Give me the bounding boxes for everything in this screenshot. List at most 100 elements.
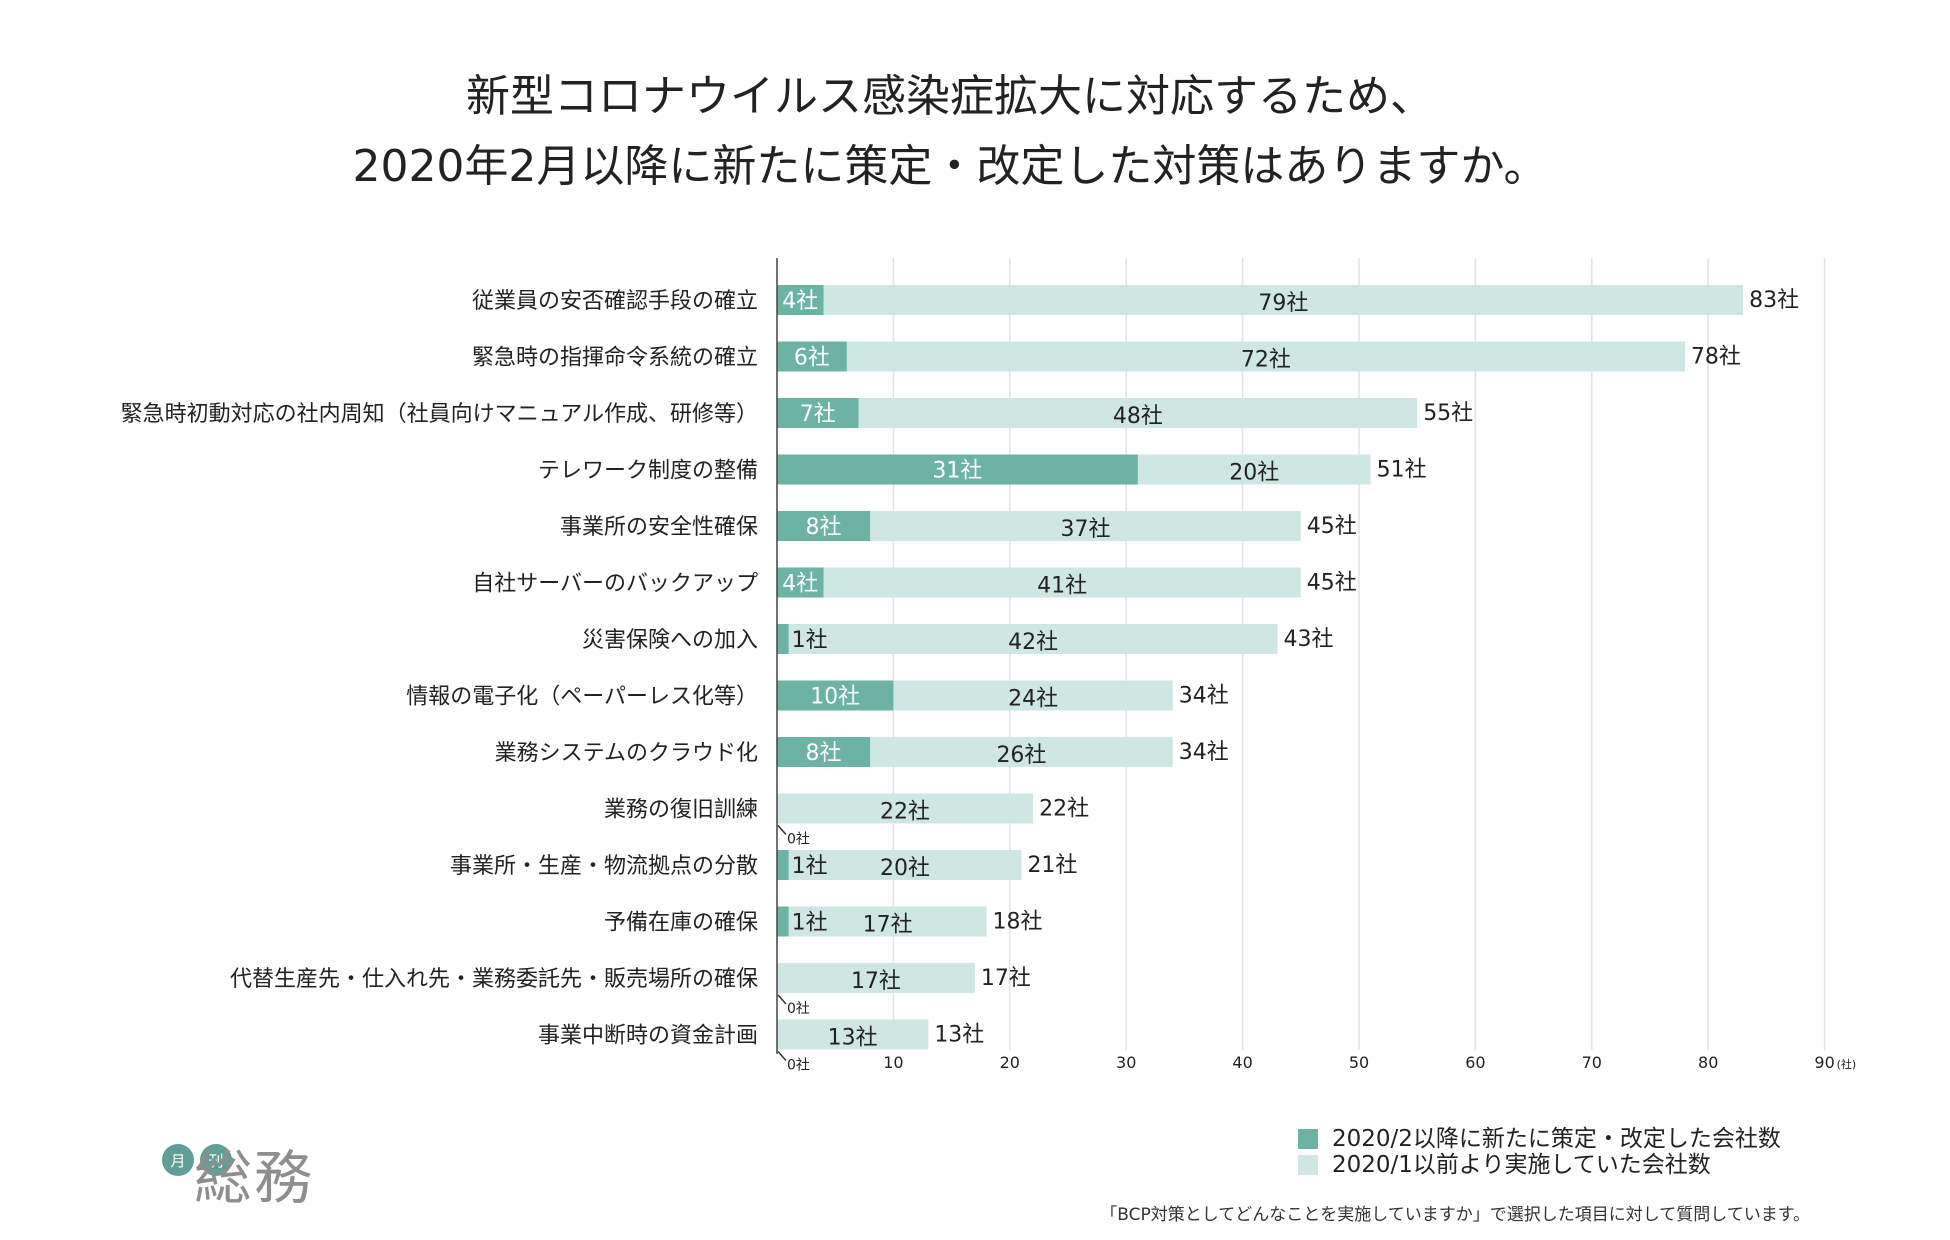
category-label-1: 緊急時の指揮命令系統の確立 — [472, 346, 758, 371]
category-label-13: 事業中断時の資金計画 — [538, 1024, 758, 1049]
label-total-9: 22社 — [1039, 797, 1089, 822]
label-new-7: 10社 — [810, 685, 860, 710]
label-total-6: 43社 — [1284, 627, 1334, 652]
label-old-5: 41社 — [1037, 574, 1087, 599]
bar-old-9 — [777, 793, 1034, 824]
label-old-0: 79社 — [1258, 291, 1308, 316]
x-tick-label-60: 60 — [1465, 1053, 1485, 1072]
label-new-12: 0社 — [787, 1001, 810, 1017]
label-total-5: 45社 — [1307, 571, 1357, 596]
bar-new-0 — [777, 285, 824, 315]
x-unit-label: (社) — [1837, 1057, 1857, 1071]
label-new-6: 1社 — [792, 628, 828, 653]
bar-old-0 — [823, 285, 1744, 315]
category-label-4: 事業所の安全性確保 — [560, 515, 758, 540]
x-tick-label-70: 70 — [1582, 1053, 1602, 1072]
zero-marker-13 — [777, 1051, 787, 1061]
bar-old-12 — [777, 963, 975, 993]
bar-new-11 — [777, 906, 789, 937]
legend-item-old: 2020/1以前より実施していた会社数 — [1298, 1152, 1781, 1178]
x-tick-label-80: 80 — [1698, 1053, 1718, 1072]
label-old-4: 37社 — [1060, 517, 1110, 542]
category-label-7: 情報の電子化（ペーパーレス化等） — [406, 685, 758, 710]
chart-title: 新型コロナウイルス感染症拡大に対応するため、 2020年2月以降に新たに策定・改… — [0, 62, 1900, 202]
label-new-1: 6社 — [794, 346, 830, 371]
label-old-9: 22社 — [880, 800, 930, 825]
category-label-9: 業務の復旧訓練 — [604, 798, 758, 823]
category-label-3: テレワーク制度の整備 — [538, 459, 758, 484]
label-new-10: 1社 — [792, 854, 828, 879]
legend-item-new: 2020/2以降に新たに策定・改定した会社数 — [1298, 1126, 1781, 1152]
label-total-2: 55社 — [1423, 401, 1473, 426]
bar-old-10 — [788, 850, 1022, 880]
label-total-0: 83社 — [1749, 288, 1799, 313]
label-new-9: 0社 — [787, 832, 810, 848]
bar-old-5 — [823, 567, 1301, 598]
label-total-3: 51社 — [1377, 458, 1427, 483]
bar-old-2 — [858, 398, 1418, 428]
category-label-5: 自社サーバーのバックアップ — [472, 572, 758, 597]
x-tick-label-20: 20 — [1000, 1053, 1020, 1072]
label-total-11: 18社 — [993, 910, 1043, 935]
label-new-3: 31社 — [932, 459, 982, 484]
bar-old-8 — [870, 737, 1173, 767]
logo: 月 刊 総務 — [162, 1144, 314, 1210]
title-line-2: 2020年2月以降に新たに策定・改定した対策はありますか。 — [352, 141, 1548, 192]
zero-marker-9 — [777, 825, 787, 835]
label-total-8: 34社 — [1179, 740, 1229, 765]
bar-old-11 — [788, 906, 987, 937]
label-new-0: 4社 — [782, 289, 818, 314]
bar-old-13 — [777, 1019, 929, 1050]
legend: 2020/2以降に新たに策定・改定した会社数 2020/1以前より実施していた会… — [1298, 1126, 1781, 1178]
bar-new-3 — [777, 454, 1138, 485]
label-old-13: 13社 — [828, 1026, 878, 1051]
label-total-13: 13社 — [934, 1023, 984, 1048]
category-label-0: 従業員の安否確認手段の確立 — [472, 289, 758, 314]
label-new-4: 8社 — [806, 515, 842, 540]
legend-swatch-new — [1298, 1129, 1318, 1149]
legend-label-new: 2020/2以降に新たに策定・改定した会社数 — [1332, 1126, 1781, 1152]
label-old-8: 26社 — [996, 743, 1046, 768]
bar-new-5 — [777, 567, 824, 598]
label-old-2: 48社 — [1113, 404, 1163, 429]
category-label-2: 緊急時初動対応の社内周知（社員向けマニュアル作成、研修等） — [121, 402, 758, 427]
label-old-1: 72社 — [1241, 348, 1291, 373]
bar-new-1 — [777, 341, 847, 372]
legend-label-old: 2020/1以前より実施していた会社数 — [1332, 1152, 1711, 1178]
label-new-5: 4社 — [782, 572, 818, 597]
label-total-12: 17社 — [981, 966, 1031, 991]
bar-new-4 — [777, 511, 871, 541]
logo-badge-month: 月 — [162, 1144, 194, 1176]
bar-new-2 — [777, 398, 859, 428]
bar-old-4 — [870, 511, 1301, 541]
logo-badge-issue: 刊 — [200, 1144, 232, 1176]
footnote: 「BCP対策としてどんなことを実施していますか」で選択した項目に対して質問してい… — [1100, 1205, 1810, 1225]
bar-new-8 — [777, 737, 871, 767]
bar-old-6 — [788, 624, 1278, 654]
zero-marker-12 — [777, 994, 787, 1005]
label-total-10: 21社 — [1027, 853, 1077, 878]
label-old-11: 17社 — [863, 913, 913, 938]
category-label-10: 事業所・生産・物流拠点の分散 — [450, 854, 758, 879]
label-total-1: 78社 — [1691, 345, 1741, 370]
label-old-7: 24社 — [1008, 687, 1058, 712]
category-label-12: 代替生産先・仕入れ先・業務委託先・販売場所の確保 — [230, 967, 758, 992]
x-tick-label-40: 40 — [1232, 1053, 1252, 1072]
label-total-7: 34社 — [1179, 684, 1229, 709]
x-tick-label-30: 30 — [1116, 1053, 1136, 1072]
label-new-8: 8社 — [806, 741, 842, 766]
label-new-13: 0社 — [787, 1058, 810, 1074]
bar-new-6 — [777, 624, 789, 654]
bar-old-7 — [893, 680, 1173, 711]
legend-swatch-old — [1298, 1155, 1318, 1175]
label-old-10: 20社 — [880, 856, 930, 881]
label-old-6: 42社 — [1008, 630, 1058, 655]
label-total-4: 45社 — [1307, 514, 1357, 539]
label-old-3: 20社 — [1229, 461, 1279, 486]
bar-old-3 — [1137, 454, 1371, 485]
category-label-8: 業務システムのクラウド化 — [495, 741, 758, 766]
logo-text: 総務 — [194, 1144, 315, 1212]
bar-new-7 — [777, 680, 894, 711]
x-tick-label-10: 10 — [883, 1053, 903, 1072]
